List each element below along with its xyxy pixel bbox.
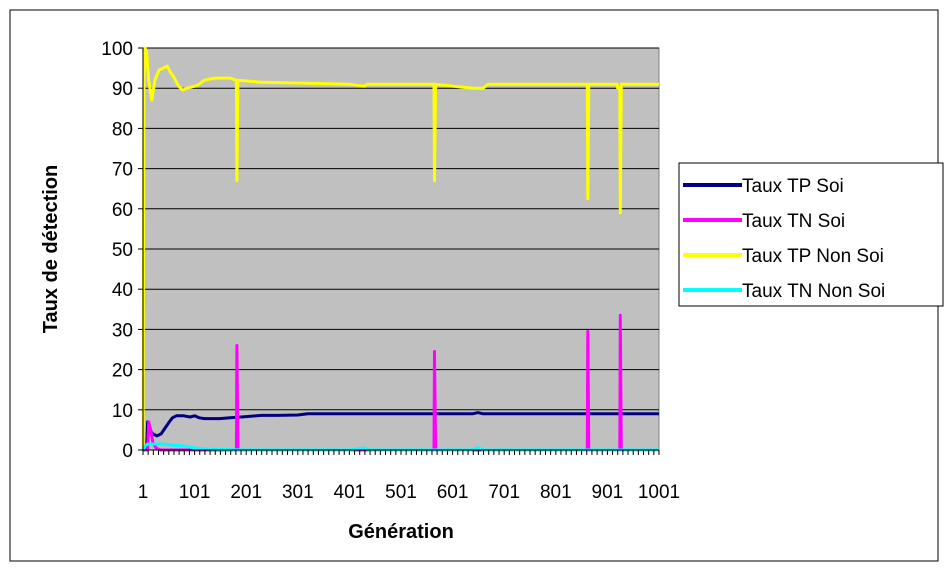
x-axis-title: Génération: [348, 521, 454, 543]
y-tick-label: 30: [112, 320, 133, 341]
y-tick-label: 0: [122, 441, 133, 462]
x-tick-label: 701: [488, 482, 520, 503]
y-axis-title: Taux de détection: [40, 165, 62, 334]
x-tick-label: 1: [138, 482, 149, 503]
series-line-3: [141, 46, 659, 451]
y-tick-label: 20: [112, 361, 133, 382]
gridlines: [143, 47, 659, 411]
x-tick-label: 901: [592, 482, 624, 503]
legend: Taux TP Soi Taux TN Soi Taux TP Non Soi Tau…: [678, 162, 944, 307]
x-tick-label: 401: [334, 482, 366, 503]
y-tick-label: 60: [112, 200, 133, 221]
y-tick-label: 70: [112, 160, 133, 181]
x-tick-label: 1001: [638, 482, 680, 503]
x-tick-label: 801: [540, 482, 572, 503]
legend-label-4: Taux TN Non Soi: [742, 281, 885, 302]
series-line-4: [141, 442, 659, 452]
y-tick-label: 10: [112, 401, 133, 422]
x-minor-ticks: [142, 450, 660, 455]
x-tick-label: 301: [282, 482, 314, 503]
y-tick-label: 90: [112, 79, 133, 100]
x-tick-labels: 1 101 201 301 401 501 601 701 801 901 1001: [138, 482, 680, 503]
y-tick-label: 50: [112, 240, 133, 261]
y-tick-label: 40: [112, 280, 133, 301]
x-tick-label: 201: [230, 482, 262, 503]
y-tick-label: 80: [112, 119, 133, 140]
legend-label-3: Taux TP Non Soi: [742, 246, 884, 267]
x-tick-label: 601: [437, 482, 469, 503]
legend-label-2: Taux TN Soi: [742, 211, 845, 232]
y-tick-label: 100: [101, 39, 133, 60]
x-tick-label: 101: [179, 482, 211, 503]
y-ticks: 0 10 20 30 40 50 60 70 80 90 100: [101, 39, 143, 462]
x-tick-label: 501: [385, 482, 417, 503]
legend-label-1: Taux TP Soi: [742, 176, 844, 197]
series-line-1: [143, 411, 659, 452]
